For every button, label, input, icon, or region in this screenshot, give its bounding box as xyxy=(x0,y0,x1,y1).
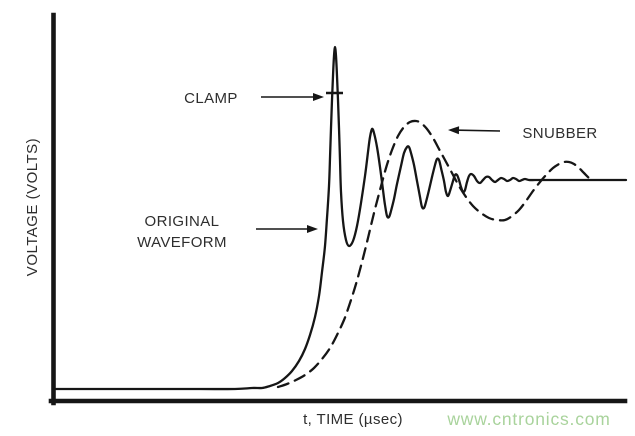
y-axis-label: VOLTAGE (VOLTS) xyxy=(24,137,41,277)
original-waveform-label-line1: ORIGINAL xyxy=(144,213,220,230)
clamp-label: CLAMP xyxy=(184,90,238,107)
snubber-label: SNUBBER xyxy=(522,125,598,142)
x-axis-label: t, TIME (µsec) xyxy=(303,411,403,428)
original-waveform-label: ORIGINAL WAVEFORM xyxy=(122,211,242,253)
original-waveform-label-line2: WAVEFORM xyxy=(137,234,227,251)
watermark: www.cntronics.com xyxy=(447,409,611,429)
